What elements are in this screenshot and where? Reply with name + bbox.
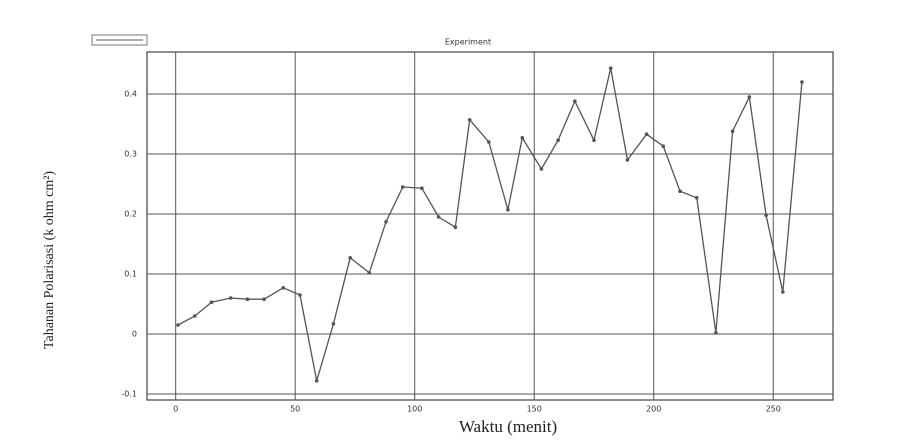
legend-box bbox=[91, 34, 148, 46]
data-point bbox=[506, 208, 510, 212]
y-tick-label: 0.2 bbox=[124, 210, 137, 219]
data-point bbox=[573, 99, 577, 103]
data-point bbox=[453, 225, 458, 229]
data-point bbox=[245, 297, 250, 302]
y-tick-label: 0.3 bbox=[124, 150, 137, 159]
y-tick-label: 0.1 bbox=[124, 270, 137, 279]
x-tick-label: 250 bbox=[766, 405, 781, 414]
data-point bbox=[384, 220, 388, 224]
data-point bbox=[781, 290, 785, 294]
data-point bbox=[348, 255, 352, 260]
x-tick-label: 50 bbox=[290, 405, 300, 414]
y-tick-label: 0 bbox=[132, 330, 137, 339]
data-point bbox=[764, 213, 768, 217]
data-point bbox=[661, 144, 666, 148]
data-point bbox=[644, 132, 649, 136]
y-tick-label: 0.4 bbox=[124, 90, 137, 99]
data-point bbox=[281, 286, 286, 290]
x-tick-label: 0 bbox=[173, 405, 178, 414]
data-point bbox=[694, 196, 699, 200]
data-point bbox=[436, 215, 441, 219]
x-tick-label: 200 bbox=[646, 405, 661, 414]
x-axis-title: Waktu (menit) bbox=[459, 417, 557, 436]
data-point bbox=[678, 189, 682, 193]
data-point bbox=[520, 136, 525, 140]
data-point bbox=[176, 323, 180, 327]
data-point bbox=[487, 140, 491, 144]
chart-title: Experiment bbox=[445, 38, 491, 47]
data-point bbox=[228, 296, 233, 300]
data-point bbox=[747, 95, 752, 99]
data-point bbox=[420, 186, 424, 190]
data-point bbox=[331, 322, 336, 326]
data-point bbox=[556, 138, 560, 142]
data-point bbox=[314, 379, 319, 383]
data-point bbox=[298, 293, 302, 297]
data-point bbox=[625, 158, 630, 162]
data-point bbox=[209, 300, 214, 305]
data-point bbox=[592, 138, 596, 142]
data-point bbox=[262, 297, 266, 302]
y-axis-title: Tahanan Polarisasi (k ohm cm²) bbox=[42, 171, 57, 350]
x-tick-label: 100 bbox=[407, 405, 422, 414]
plot-frame bbox=[146, 51, 834, 401]
data-point bbox=[539, 167, 544, 171]
data-point bbox=[800, 80, 804, 84]
x-tick-label: 150 bbox=[527, 405, 542, 414]
data-point bbox=[467, 118, 472, 122]
data-point bbox=[608, 66, 613, 70]
data-point bbox=[400, 185, 405, 189]
data-point bbox=[193, 314, 197, 318]
data-point bbox=[714, 331, 718, 335]
data-point bbox=[367, 271, 372, 275]
y-tick-label: -0.1 bbox=[121, 390, 137, 399]
data-point bbox=[730, 129, 735, 133]
